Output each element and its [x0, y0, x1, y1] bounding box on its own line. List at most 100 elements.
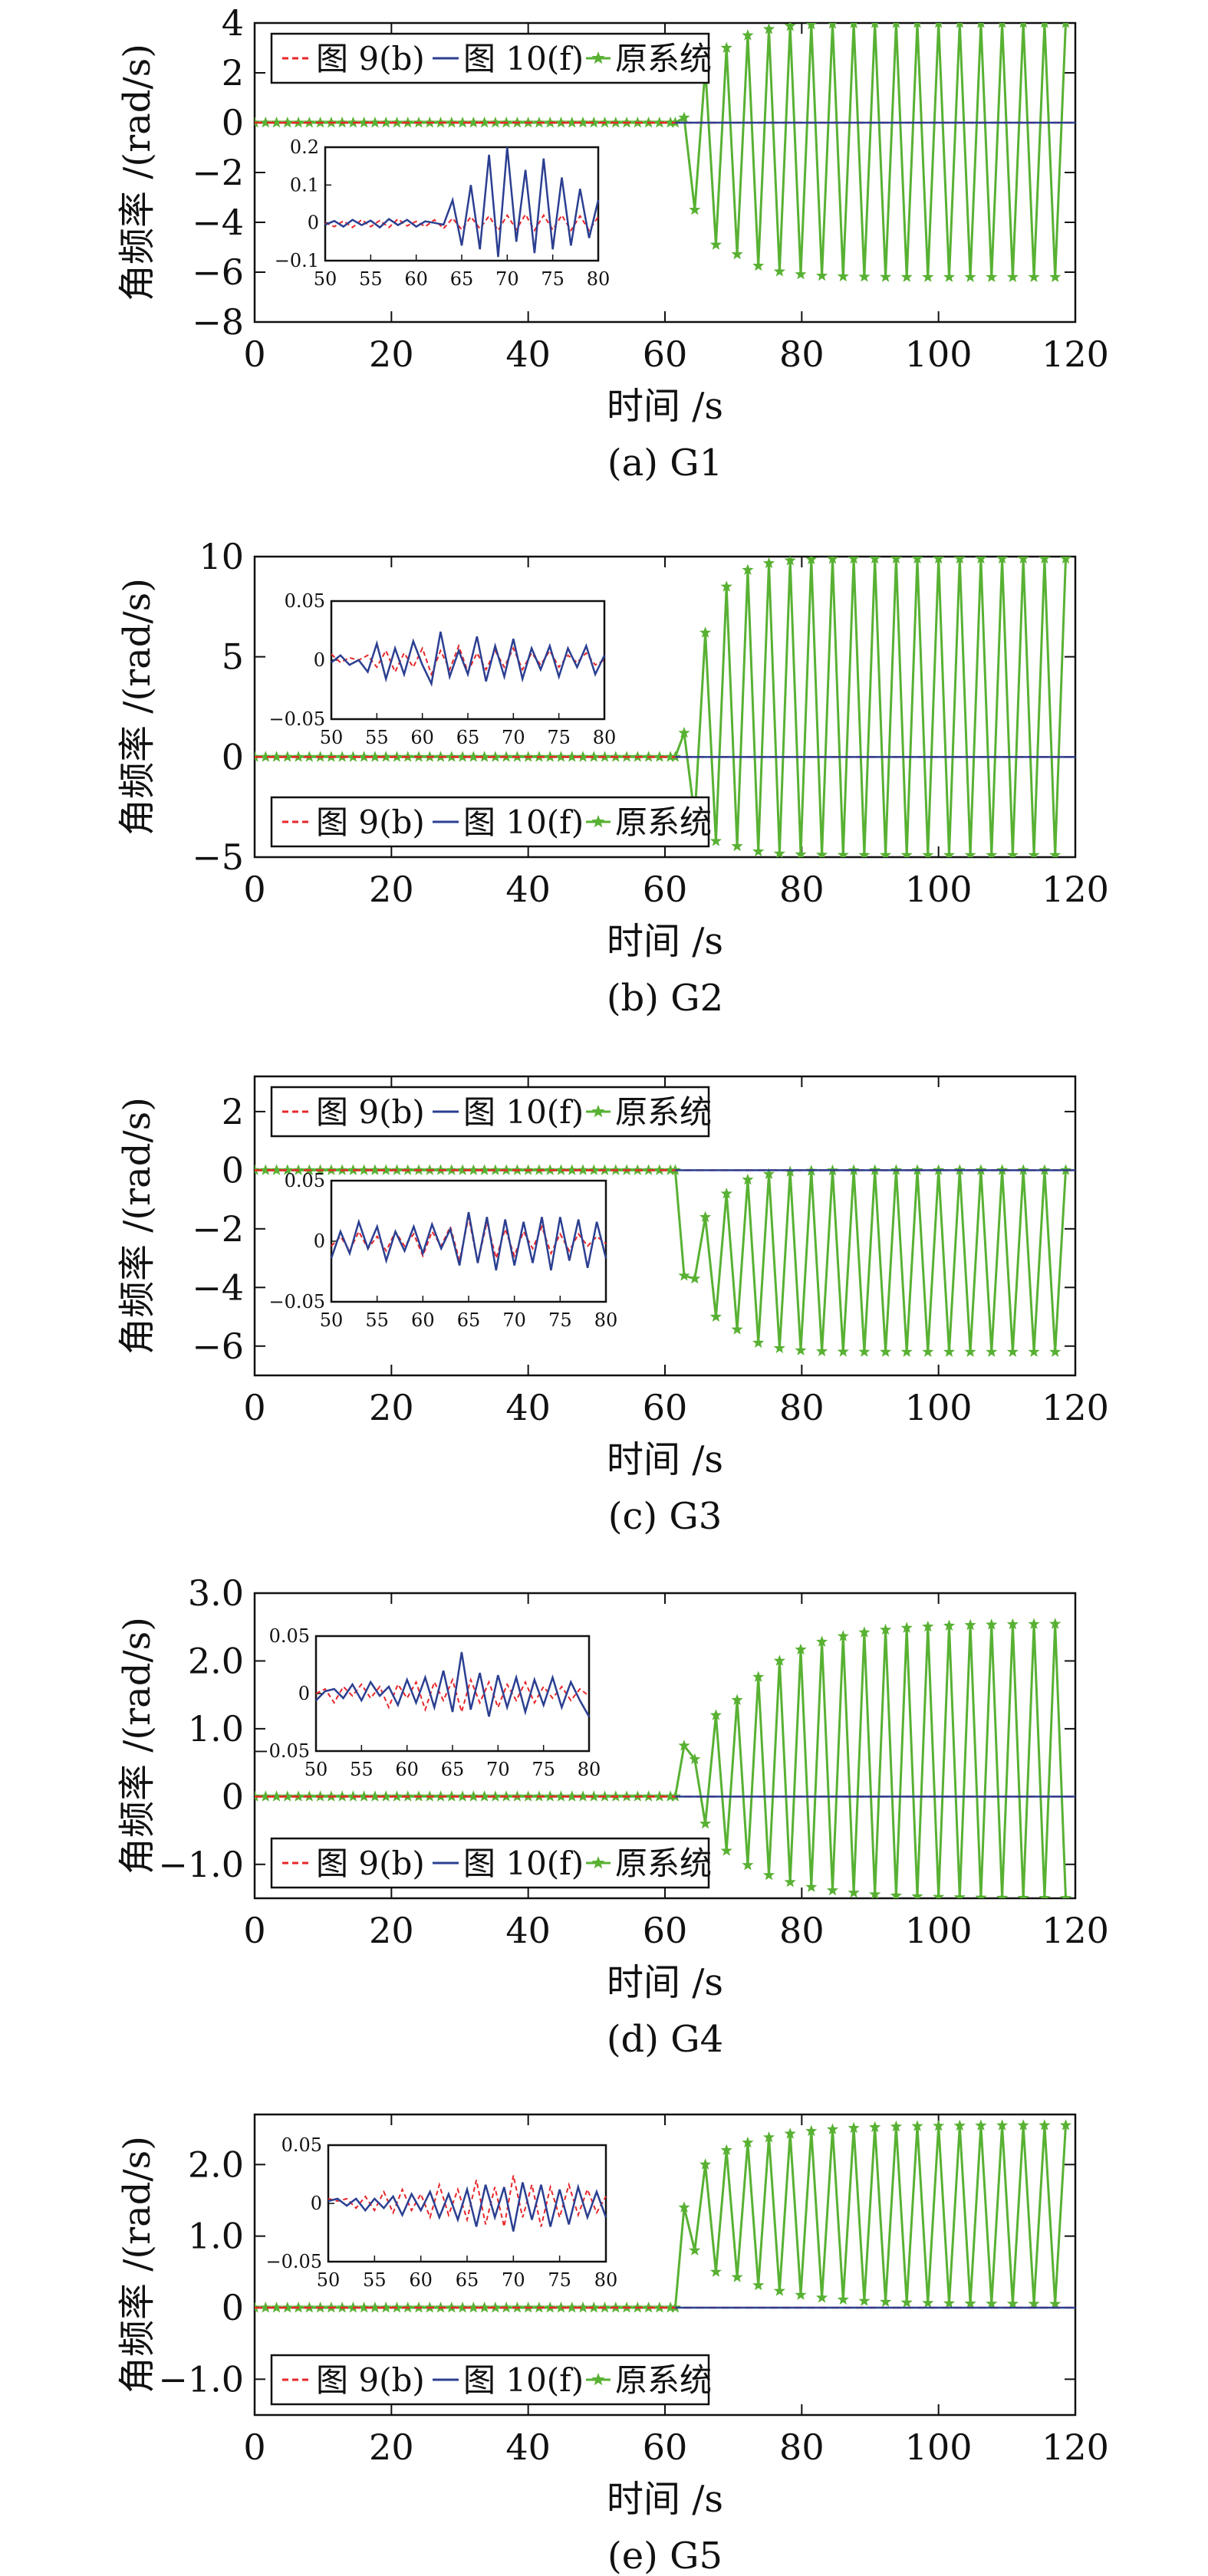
- series-original-marker: [731, 1323, 743, 1335]
- legend-box: [270, 32, 710, 84]
- series-original-marker: [816, 2292, 828, 2303]
- series-original-marker: [742, 29, 754, 41]
- series-original-marker: [1017, 557, 1029, 564]
- series-original-marker: [900, 271, 913, 282]
- series-original-marker: [935, 23, 943, 28]
- series-original-marker: [1028, 2298, 1040, 2309]
- series-original-marker: [742, 564, 754, 575]
- series-original-marker: [943, 1619, 956, 1631]
- inset-chart: 50 55 60 65 70 75 80 0.05 0 −0.05: [265, 2134, 617, 2291]
- series-original-marker: [467, 751, 479, 762]
- inset-y-tick-label: 0: [314, 1230, 325, 1252]
- series-original-marker: [964, 2297, 976, 2309]
- series-original-marker: [380, 2302, 392, 2313]
- series-original-marker: [933, 1891, 945, 1898]
- series-original-marker: [986, 1346, 998, 1357]
- series-original-marker: [577, 751, 589, 762]
- series-original-marker: [975, 557, 987, 564]
- series-original-marker: [259, 1164, 272, 1175]
- panel-caption: (e) G5: [607, 2535, 722, 2576]
- series-original-marker: [826, 2123, 839, 2134]
- x-axis-label: 时间 /s: [607, 385, 723, 428]
- x-tick-label: 0: [243, 2426, 265, 2468]
- series-original-marker: [555, 1790, 568, 1802]
- series-original-marker: [699, 1211, 712, 1222]
- y-tick-label: 0: [222, 736, 244, 777]
- series-original-marker: [816, 269, 828, 281]
- series-original-marker: [828, 23, 838, 29]
- series-original-marker: [281, 1164, 294, 1175]
- series-original-marker: [1028, 271, 1040, 282]
- x-tick-label: 40: [505, 1387, 551, 1428]
- series-original-marker: [996, 557, 1009, 564]
- series-group: [255, 23, 1075, 282]
- series-original-marker: [699, 1817, 712, 1829]
- series-original-marker: [720, 1845, 732, 1856]
- series-original-marker: [380, 1164, 392, 1175]
- series-original-marker: [784, 23, 796, 31]
- legend-marker-original: [591, 1105, 605, 1118]
- series-original-marker: [837, 2293, 849, 2305]
- series-original-marker: [678, 1270, 690, 1281]
- series-original-marker: [742, 1858, 754, 1871]
- inset-x-tick-label: 80: [593, 727, 617, 748]
- series-original-marker: [1006, 2298, 1019, 2309]
- series-original-marker: [479, 1164, 491, 1175]
- legend: 图 9(b) 图 10(f) 原系统: [270, 1086, 712, 1138]
- inset-y-tick-label: 0.05: [269, 1625, 310, 1647]
- series-original-marker: [975, 2119, 987, 2131]
- series-original-marker: [943, 271, 956, 282]
- legend-label-9b: 图 9(b): [316, 803, 425, 841]
- y-axis-label: 角频率 /(rad/s): [116, 2136, 159, 2394]
- series-original-marker: [1006, 849, 1019, 857]
- legend-label-10f: 图 10(f): [463, 2361, 584, 2399]
- series-original-marker: [720, 41, 732, 53]
- legend-box: [270, 2354, 710, 2406]
- series-original-marker: [1006, 271, 1019, 282]
- y-tick-label: −5: [192, 836, 244, 878]
- series-original-marker: [467, 117, 479, 128]
- series-original-marker: [837, 1346, 849, 1357]
- inset-x-tick-label: 55: [363, 2269, 387, 2291]
- series-original-marker: [555, 117, 568, 128]
- series-original-marker: [943, 2297, 956, 2308]
- inset-x-tick-label: 65: [450, 268, 474, 290]
- series-original-marker: [720, 1187, 732, 1199]
- x-tick-label: 120: [1042, 2426, 1109, 2468]
- series-original-marker: [1028, 1618, 1040, 1629]
- series-original-marker: [880, 1346, 892, 1357]
- y-tick-label: 4: [222, 2, 244, 44]
- y-tick-label: 1.0: [188, 1708, 244, 1750]
- series-original-marker: [731, 248, 743, 260]
- inset-x-tick-label: 75: [532, 1759, 555, 1780]
- inset-y-tick-label: 0.05: [281, 2134, 322, 2156]
- series-original-marker: [259, 117, 272, 128]
- y-tick-label: 0: [222, 2287, 244, 2328]
- series-original-marker: [911, 2120, 923, 2131]
- series-original-marker: [890, 2120, 902, 2132]
- series-original-marker: [890, 1889, 902, 1898]
- series-original-marker: [467, 2302, 479, 2313]
- inset-x-tick-label: 60: [411, 1309, 435, 1331]
- x-tick-label: 100: [905, 1387, 973, 1428]
- series-original-marker: [709, 1709, 722, 1720]
- x-tick-label: 0: [243, 1910, 265, 1951]
- y-axis-label: 角频率 /(rad/s): [116, 578, 159, 836]
- inset-x-tick-label: 65: [441, 1759, 465, 1780]
- series-original-marker: [1019, 23, 1027, 28]
- series-original-marker: [709, 1310, 722, 1322]
- series-original-marker: [369, 117, 381, 128]
- series-original-marker: [689, 1753, 701, 1765]
- series-original-marker: [762, 1868, 775, 1881]
- series-original-marker: [1049, 1346, 1062, 1357]
- x-tick-label: 60: [643, 869, 688, 910]
- series-original-marker: [678, 1740, 690, 1751]
- inset-y-tick-label: −0.05: [253, 1740, 310, 1762]
- inset-chart: 50 55 60 65 70 75 80 0.05 0 −0.05: [268, 590, 616, 748]
- series-original-marker: [369, 1790, 381, 1802]
- inset-x-tick-label: 65: [456, 727, 480, 748]
- series-original-marker: [259, 2302, 272, 2313]
- series-original-marker: [742, 2136, 754, 2148]
- series-original-marker: [369, 1164, 381, 1175]
- series-original-marker: [1006, 1618, 1019, 1630]
